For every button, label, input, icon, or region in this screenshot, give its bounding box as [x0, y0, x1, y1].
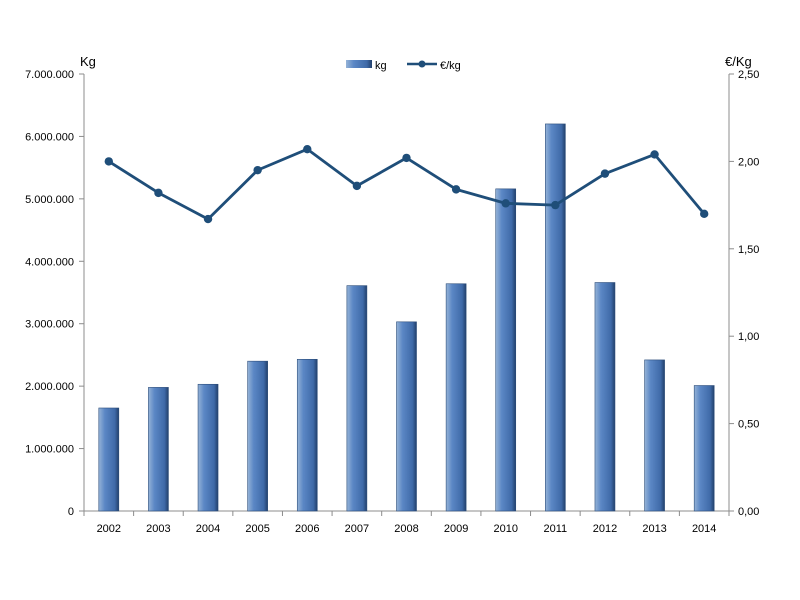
x-tick-label: 2006	[295, 523, 319, 535]
price-point-2007	[352, 181, 362, 191]
y-left-tick-label: 5.000.000	[25, 194, 74, 206]
line-series	[104, 144, 709, 224]
bar-series	[98, 123, 715, 512]
y-right-tick-label: 0,00	[738, 506, 759, 518]
y-right-tick-label: 1,00	[738, 331, 759, 343]
y-left-tick-label: 1.000.000	[25, 444, 74, 456]
legend-item-price: €/kg	[407, 60, 461, 72]
price-point-2012	[600, 169, 610, 178]
legend-swatch-kg	[346, 60, 372, 68]
price-point-2002	[104, 157, 114, 166]
legend-label-kg: kg	[375, 60, 387, 72]
y-right-tick-label: 2,50	[738, 69, 759, 81]
y-left-axis-title: Kg	[80, 54, 96, 69]
x-tick-label: 2010	[493, 523, 517, 535]
legend-item-kg: kg	[346, 60, 387, 72]
price-point-2010	[501, 199, 510, 208]
bar-2003	[148, 387, 169, 512]
y-right-tick-label: 2,00	[738, 156, 759, 168]
y-left-tick-label: 2.000.000	[25, 381, 74, 393]
x-tick-label: 2013	[642, 523, 666, 535]
y-right-tick-label: 1,50	[738, 244, 759, 256]
x-tick-label: 2004	[196, 523, 220, 535]
price-point-2011	[551, 200, 560, 210]
bar-2006	[296, 358, 318, 512]
bar-2002	[98, 407, 120, 512]
legend: kg €/kg	[346, 60, 461, 72]
bar-2005	[247, 360, 268, 512]
axes: 0 1.000.000 2.000.000 3.000.000 4.000.000 5.0…	[25, 69, 759, 535]
x-tick-label: 2009	[444, 523, 468, 535]
price-point-2009	[451, 185, 461, 194]
price-point-2004	[203, 214, 213, 224]
x-tick-label: 2007	[345, 523, 369, 535]
bar-2007	[346, 285, 368, 512]
x-tick-label: 2014	[692, 523, 716, 535]
x-tick-label: 2002	[97, 523, 121, 535]
y-left-tick-label: 7.000.000	[25, 69, 74, 81]
x-tick-label: 2012	[593, 523, 617, 535]
y-right-axis-title: €/Kg	[725, 54, 752, 69]
x-tick-label: 2008	[394, 523, 418, 535]
bar-2012	[594, 282, 616, 512]
y-left-tick-label: 6.000.000	[25, 131, 74, 143]
y-left-tick-label: 4.000.000	[25, 256, 74, 268]
price-point-2006	[303, 144, 312, 154]
y-right-tick-label: 0,50	[738, 419, 759, 431]
bar-2014	[693, 385, 715, 512]
x-tick-label: 2005	[245, 523, 269, 535]
bar-2013	[644, 359, 665, 512]
legend-swatch-price-marker	[418, 60, 426, 68]
price-point-2014	[699, 209, 709, 219]
bar-2004	[197, 383, 219, 512]
bar-2010	[495, 188, 517, 512]
bar-2008	[396, 321, 417, 512]
x-tick-label: 2011	[544, 523, 568, 535]
price-point-2005	[253, 165, 262, 175]
price-point-2013	[650, 150, 659, 159]
x-tick-label: 2003	[146, 523, 170, 535]
bar-2009	[445, 283, 467, 512]
y-left-tick-label: 0	[68, 506, 74, 518]
price-point-2008	[402, 153, 411, 163]
legend-label-price: €/kg	[440, 60, 461, 72]
bar-2011	[545, 123, 566, 512]
y-left-tick-label: 3.000.000	[25, 319, 74, 331]
price-point-2003	[154, 188, 163, 198]
